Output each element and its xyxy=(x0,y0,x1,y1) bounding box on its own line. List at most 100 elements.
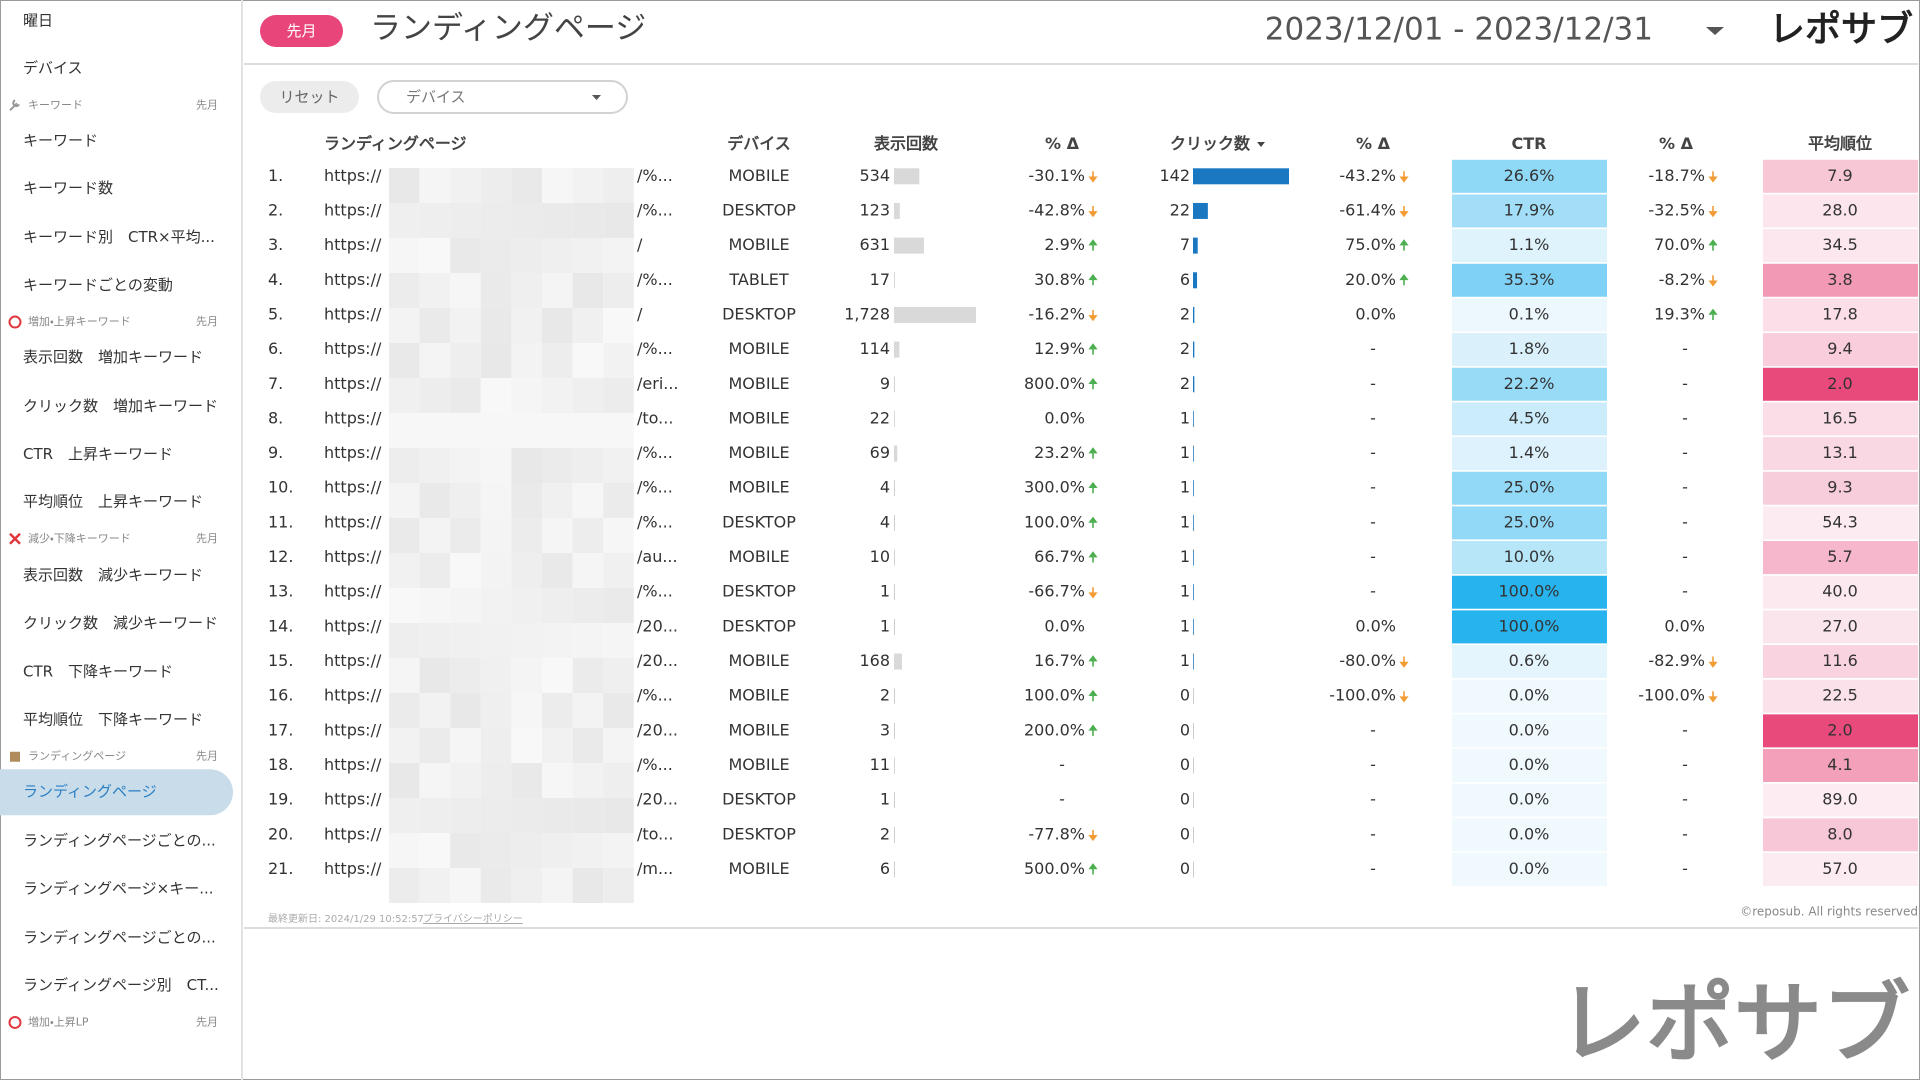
arrow-up xyxy=(1088,551,1098,563)
sidebar-item[interactable]: 曜日 xyxy=(23,11,53,29)
sidebar-item[interactable]: クリック数 増加キーワード xyxy=(23,397,218,415)
reset-label[interactable]: リセット xyxy=(279,88,339,106)
sort-indicator[interactable] xyxy=(1257,142,1265,147)
url-path[interactable]: /%... xyxy=(637,270,673,289)
url-prefix[interactable]: https:// xyxy=(324,200,382,219)
arrow-down xyxy=(1708,205,1718,218)
column-header[interactable]: % Δ xyxy=(1356,134,1391,153)
url-prefix[interactable]: https:// xyxy=(324,374,382,393)
url-path[interactable]: /20... xyxy=(637,616,678,635)
sidebar-item[interactable]: ランディングページ xyxy=(23,783,157,801)
url-prefix[interactable]: https:// xyxy=(324,616,382,635)
url-prefix[interactable]: https:// xyxy=(324,443,382,462)
url-path[interactable]: /to... xyxy=(637,824,673,843)
url-path[interactable]: /%... xyxy=(637,339,673,358)
url-path[interactable]: /eri... xyxy=(637,374,679,393)
sidebar-item[interactable]: キーワード xyxy=(23,131,98,149)
url-path[interactable]: /%... xyxy=(637,166,673,185)
blur-cell xyxy=(542,588,573,623)
sidebar-item[interactable]: 平均順位 上昇キーワード xyxy=(23,493,203,511)
url-path[interactable]: /au... xyxy=(637,547,678,566)
column-header[interactable]: デバイス xyxy=(727,134,791,153)
url-path[interactable]: /%... xyxy=(637,512,673,531)
url-path[interactable]: / xyxy=(637,304,643,323)
url-path[interactable]: /%... xyxy=(637,755,673,774)
url-path[interactable]: /20... xyxy=(637,790,678,809)
period-pill[interactable] xyxy=(260,15,343,47)
change-value: -42.8% xyxy=(1028,200,1085,219)
column-header[interactable]: ランディングページ xyxy=(324,134,467,153)
date-range[interactable]: 2023/12/01 - 2023/12/31 xyxy=(1265,12,1653,48)
url-prefix[interactable]: https:// xyxy=(324,408,382,427)
sidebar-item[interactable]: キーワード別 CTR×平均... xyxy=(23,228,215,246)
arrow-up xyxy=(1708,308,1718,320)
url-path[interactable]: /%... xyxy=(637,443,673,462)
change-value: - xyxy=(1682,547,1688,566)
sidebar-item[interactable]: 表示回数 減少キーワード xyxy=(23,566,203,584)
url-prefix[interactable]: https:// xyxy=(324,686,382,705)
blur-cell xyxy=(572,413,604,448)
url-prefix[interactable]: https:// xyxy=(324,582,382,601)
url-path[interactable]: /to... xyxy=(637,408,673,427)
sidebar-item[interactable]: デバイス xyxy=(23,59,83,77)
url-prefix[interactable]: https:// xyxy=(324,166,382,185)
url-prefix[interactable]: https:// xyxy=(324,790,382,809)
reset-button[interactable] xyxy=(260,81,359,113)
url-prefix[interactable]: https:// xyxy=(324,720,382,739)
sidebar-item[interactable]: 平均順位 下降キーワード xyxy=(23,711,203,729)
impressions: 6 xyxy=(880,859,890,878)
column-header[interactable]: 表示回数 xyxy=(873,134,939,153)
column-header[interactable]: CTR xyxy=(1512,134,1547,153)
blur-cell xyxy=(511,798,542,833)
blur-cell xyxy=(572,728,604,763)
url-prefix[interactable]: https:// xyxy=(324,547,382,566)
column-header[interactable]: % Δ xyxy=(1659,134,1694,153)
privacy-link[interactable]: プライバシーポリシー xyxy=(423,913,523,925)
url-path[interactable]: /%... xyxy=(637,478,673,497)
device-filter-label[interactable]: デバイス xyxy=(406,88,466,106)
device: DESKTOP xyxy=(722,582,796,601)
column-header[interactable]: 平均順位 xyxy=(1808,134,1872,153)
sidebar-item[interactable]: ランディングページ別 CT... xyxy=(23,976,219,994)
blur-cell xyxy=(542,868,573,903)
url-prefix[interactable]: https:// xyxy=(324,824,382,843)
sidebar-item[interactable]: ランディングページごとの... xyxy=(23,928,216,946)
ctr-cell xyxy=(1452,575,1607,609)
url-prefix[interactable]: https:// xyxy=(324,512,382,531)
url-path[interactable]: / xyxy=(637,235,643,254)
url-prefix[interactable]: https:// xyxy=(324,859,382,878)
url-prefix[interactable]: https:// xyxy=(324,651,382,670)
date-dropdown-arrow[interactable] xyxy=(1706,27,1724,35)
sidebar-item[interactable]: キーワードごとの変動 xyxy=(23,276,173,294)
sidebar-item[interactable]: ランディングページ×キー... xyxy=(23,879,214,897)
blur-cell xyxy=(450,553,481,588)
device-filter-arrow[interactable] xyxy=(592,95,601,100)
column-header[interactable]: クリック数 xyxy=(1170,134,1251,153)
url-path[interactable]: /%... xyxy=(637,686,673,705)
period-label[interactable]: 先月 xyxy=(286,22,316,40)
url-path[interactable]: /%... xyxy=(637,582,673,601)
sidebar-item[interactable]: クリック数 減少キーワード xyxy=(23,614,218,632)
url-prefix[interactable]: https:// xyxy=(324,235,382,254)
blur-cell xyxy=(480,518,512,553)
url-prefix[interactable]: https:// xyxy=(324,339,382,358)
sidebar-item[interactable]: キーワード数 xyxy=(23,179,113,197)
sidebar-item[interactable]: 表示回数 増加キーワード xyxy=(23,348,203,366)
position-cell xyxy=(1763,229,1918,263)
sidebar-item[interactable]: CTR 下降キーワード xyxy=(23,663,173,681)
url-path[interactable]: /20... xyxy=(637,720,678,739)
blur-cell xyxy=(572,588,604,623)
url-prefix[interactable]: https:// xyxy=(324,755,382,774)
url-path[interactable]: /%... xyxy=(637,200,673,219)
device-filter[interactable] xyxy=(377,80,628,114)
sidebar-item[interactable]: CTR 上昇キーワード xyxy=(23,445,173,463)
url-prefix[interactable]: https:// xyxy=(324,304,382,323)
blur-cell xyxy=(542,693,573,728)
column-header[interactable]: % Δ xyxy=(1045,134,1080,153)
url-path[interactable]: /m... xyxy=(637,859,673,878)
sidebar-item[interactable]: ランディングページごとの... xyxy=(23,832,216,850)
url-path[interactable]: /20... xyxy=(637,651,678,670)
change-value: - xyxy=(1370,443,1376,462)
url-prefix[interactable]: https:// xyxy=(324,478,382,497)
url-prefix[interactable]: https:// xyxy=(324,270,382,289)
